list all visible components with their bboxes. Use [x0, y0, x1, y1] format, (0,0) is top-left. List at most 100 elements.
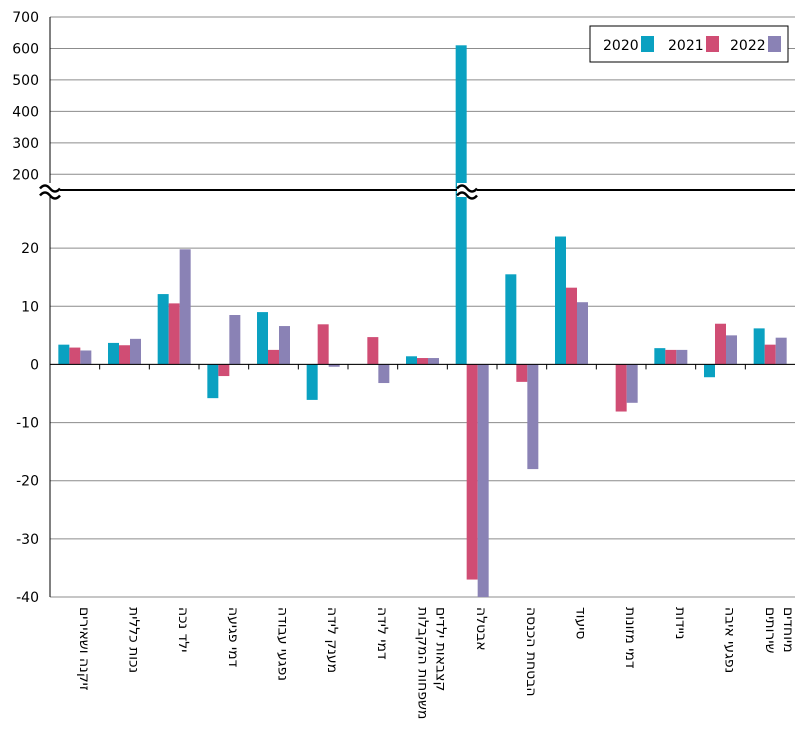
bar-2021	[69, 347, 81, 365]
category-label-line: ילד נכה	[175, 607, 191, 652]
category-label: מענק לידה	[324, 607, 340, 673]
bar-2020	[306, 364, 318, 400]
category-label: נפגעי איבה	[722, 607, 738, 673]
bar-2021	[268, 349, 279, 365]
bar-2020	[555, 236, 566, 365]
y-tick-label: -30	[16, 532, 39, 548]
bar-2020	[257, 312, 268, 365]
bar-2021	[615, 364, 627, 412]
bar-2020	[157, 294, 169, 365]
bar-2021	[218, 364, 230, 377]
category-label: זיקנה ושאירים	[76, 607, 92, 691]
category-label-line: דמי פגיעה	[225, 607, 241, 668]
axis-break-marks	[39, 183, 478, 200]
bar-2022	[428, 358, 439, 365]
y-tick-label: 400	[12, 104, 39, 120]
bar-2020	[108, 342, 119, 365]
bar-2021	[417, 358, 428, 365]
gridlines	[50, 16, 795, 598]
category-label-line: הבטחת הכנסה	[523, 607, 539, 697]
bar-2022	[527, 364, 539, 470]
category-label-line: דמי לידה	[374, 607, 390, 660]
category-label-line: משפחות המקבלות	[415, 607, 431, 719]
category-label-line: נכות כללית	[126, 607, 142, 673]
bar-2022	[130, 338, 141, 365]
category-label: סיעוד	[573, 607, 589, 639]
category-label: ילד נכה	[175, 607, 191, 652]
legend-label: 2020	[603, 38, 639, 54]
bar-2020	[753, 328, 765, 365]
y-tick-label: 300	[12, 136, 39, 152]
x-category-labels: זיקנה ושאירים נכות כללית ילד נכה דמי פגיעה נ…	[76, 607, 795, 719]
bar-2020	[704, 364, 715, 378]
bar-2020	[654, 348, 666, 365]
category-label: אבטלה	[473, 607, 489, 651]
y-tick-label: -10	[16, 416, 39, 432]
bar-2021	[466, 364, 478, 580]
y-tick-label: 700	[12, 10, 39, 26]
category-label: דמי מזונות	[622, 607, 638, 669]
category-label: ניידות	[672, 607, 688, 640]
category-label-line: אבטלה	[473, 607, 489, 651]
break-mark	[456, 183, 478, 200]
category-label: הבטחת הכנסה	[523, 607, 539, 697]
category-label-line: שירותים	[762, 607, 778, 653]
bar-2022	[626, 364, 638, 403]
y-tick-label: 10	[21, 299, 39, 315]
y-tick-label: -20	[16, 474, 39, 490]
bar-2022	[577, 302, 588, 365]
bar-2021	[119, 345, 130, 365]
bar-2022	[775, 337, 787, 365]
bar-2022	[378, 364, 390, 384]
bar-2022	[279, 326, 290, 365]
category-label-line: זיקנה ושאירים	[76, 607, 92, 691]
bar-2022	[676, 349, 688, 365]
y-tick-label: 20	[21, 241, 39, 257]
bar-2022	[328, 364, 340, 367]
category-label: נפגעי עבודה	[275, 607, 291, 681]
category-label: נכות כללית	[126, 607, 142, 673]
legend: 2020 2021 2022	[589, 25, 789, 63]
bar-2021	[566, 287, 577, 365]
y-tick-labels: 700 600 500 400 300 200 20 10 0 -10 -20 -30 -40	[12, 10, 39, 606]
bar-2021	[715, 323, 726, 365]
bar-2020	[505, 274, 517, 365]
category-label-line: ניידות	[672, 607, 688, 640]
category-label: משפחות המקבלות קצבאות ילדים	[415, 607, 449, 719]
bar-2022	[229, 315, 241, 365]
bars	[58, 45, 787, 597]
legend-box	[589, 25, 789, 63]
bar-2022	[477, 364, 489, 597]
y-tick-label: 0	[30, 357, 39, 373]
bar-2020	[455, 45, 467, 365]
bar-2022	[726, 335, 737, 365]
legend-label: 2022	[730, 38, 766, 54]
legend-swatch	[641, 36, 654, 52]
legend-swatch	[768, 36, 781, 52]
bar-2021	[168, 303, 180, 365]
legend-label: 2021	[668, 38, 704, 54]
y-tick-label: 200	[12, 167, 39, 183]
bar-2021	[516, 364, 528, 382]
axes	[49, 17, 795, 597]
category-label-line: דמי מזונות	[622, 607, 638, 669]
bar-2020	[58, 344, 70, 365]
bar-2020	[406, 356, 417, 365]
category-label-line: מיוחדים	[780, 607, 795, 653]
category-label: דמי פגיעה	[225, 607, 241, 668]
bar-2022	[179, 249, 191, 365]
bar-2021	[317, 324, 329, 365]
y-tick-label: 500	[12, 73, 39, 89]
y-tick-label: -40	[16, 590, 39, 606]
bar-2022	[80, 350, 92, 365]
category-label: דמי לידה	[374, 607, 390, 660]
category-label-line: סיעוד	[573, 607, 589, 639]
legend-swatch	[706, 36, 719, 52]
category-label-line: קצבאות ילדים	[433, 607, 449, 691]
category-label-line: נפגעי איבה	[722, 607, 738, 673]
bar-2020	[207, 364, 219, 399]
category-label-line: נפגעי עבודה	[275, 607, 291, 681]
bar-2021	[665, 349, 677, 365]
break-mark	[39, 183, 61, 200]
